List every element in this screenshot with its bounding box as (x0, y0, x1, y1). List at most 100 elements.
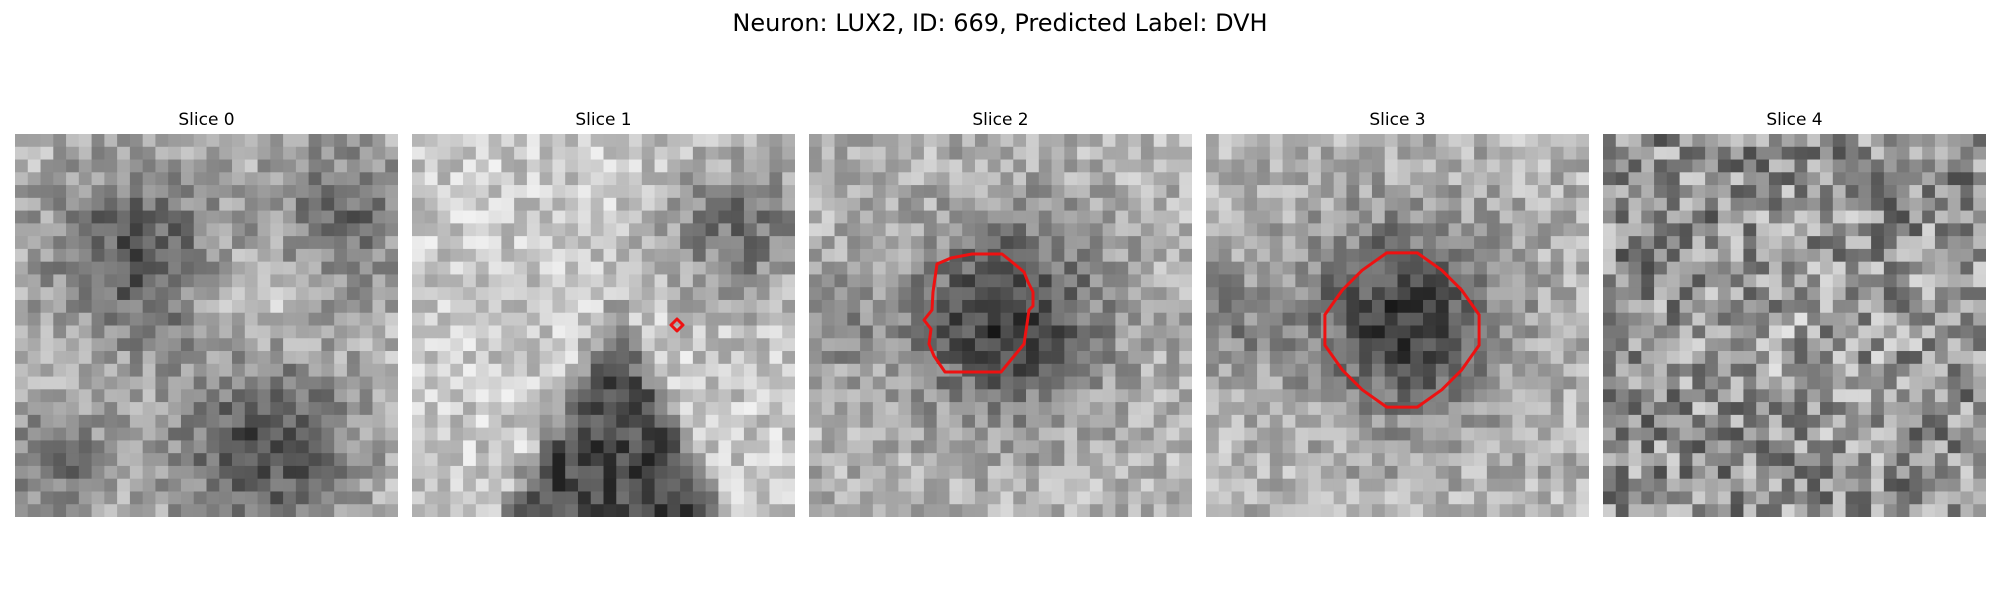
pixel-cell (1384, 299, 1398, 314)
pixel-cell (1153, 363, 1167, 377)
pixel-cell (782, 159, 795, 173)
pixel-cell (860, 159, 874, 173)
pixel-cell (295, 351, 310, 365)
pixel-cell (66, 299, 80, 314)
pixel-cell (1641, 440, 1655, 454)
pixel-cell (1947, 402, 1961, 416)
pixel-cell (1934, 146, 1949, 160)
pixel-cell (66, 325, 80, 339)
pixel-cell (860, 389, 874, 403)
pixel-cell (1486, 478, 1501, 492)
pixel-cell (898, 465, 912, 480)
pixel-cell (603, 248, 617, 263)
pixel-cell (1308, 504, 1322, 517)
pixel-cell (743, 389, 758, 403)
pixel-cell (692, 236, 707, 250)
pixel-cell (1423, 236, 1437, 250)
pixel-cell (526, 376, 541, 390)
pixel-cell (1435, 440, 1449, 454)
pixel-cell (923, 185, 938, 199)
pixel-cell (782, 287, 795, 301)
pixel-cell (769, 504, 783, 517)
pixel-cell (577, 197, 592, 211)
pixel-cell (1756, 274, 1770, 288)
pixel-cell (1295, 402, 1309, 416)
pixel-cell (821, 478, 835, 492)
pixel-cell (257, 376, 271, 390)
pixel-cell (1026, 478, 1040, 492)
pixel-cell (526, 325, 541, 339)
pixel-cell (53, 402, 67, 416)
pixel-cell (743, 351, 758, 365)
pixel-cell (1512, 248, 1526, 263)
pixel-cell (359, 363, 373, 377)
pixel-cell (743, 338, 758, 352)
pixel-cell (206, 261, 220, 275)
pixel-cell (1896, 325, 1910, 339)
pixel-cell (1525, 261, 1539, 275)
pixel-cell (526, 402, 541, 416)
pixel-cell (565, 134, 579, 148)
pixel-cell (1333, 376, 1347, 390)
pixel-cell (1461, 504, 1475, 517)
pixel-cell (1435, 414, 1449, 429)
pixel-cell (142, 146, 156, 160)
pixel-cell (257, 185, 271, 199)
pixel-cell (1359, 414, 1373, 429)
pixel-cell (692, 274, 707, 288)
pixel-cell (206, 351, 220, 365)
pixel-cell (1218, 287, 1232, 301)
pixel-cell (1435, 338, 1449, 352)
pixel-cell (1768, 491, 1783, 505)
pixel-cell (475, 287, 489, 301)
pixel-cell (1820, 402, 1834, 416)
pixel-cell (1768, 287, 1783, 301)
pixel-cell (1679, 325, 1693, 339)
pixel-cell (1166, 261, 1180, 275)
pixel-cell (552, 312, 566, 326)
pixel-cell (936, 312, 950, 326)
pixel-cell (1654, 427, 1668, 441)
pixel-cell (641, 185, 655, 199)
pixel-cell (1282, 185, 1296, 199)
pixel-cell (117, 453, 131, 467)
pixel-cell (1448, 223, 1462, 237)
pixel-cell (1858, 478, 1872, 492)
pixel-cell (463, 312, 477, 326)
pixel-cell (308, 427, 322, 441)
pixel-cell (1371, 414, 1386, 429)
pixel-cell (1218, 248, 1232, 263)
pixel-cell (654, 465, 668, 480)
pixel-cell (1756, 312, 1770, 326)
pixel-cell (1064, 351, 1078, 365)
pixel-cell (680, 134, 694, 148)
pixel-cell (1717, 389, 1732, 403)
pixel-cell (283, 453, 297, 467)
pixel-cell (232, 185, 246, 199)
pixel-cell (1499, 248, 1513, 263)
pixel-cell (1871, 261, 1885, 275)
pixel-cell (1692, 223, 1706, 237)
pixel-cell (1947, 248, 1961, 263)
pixel-cell (1435, 248, 1449, 263)
pixel-cell (1615, 325, 1629, 339)
pixel-cell (552, 338, 566, 352)
pixel-cell (590, 427, 604, 441)
pixel-cell (1051, 312, 1065, 326)
pixel-cell (936, 146, 950, 160)
pixel-cell (1295, 363, 1309, 377)
pixel-cell (1051, 402, 1065, 416)
pixel-cell (743, 223, 758, 237)
pixel-cell (629, 363, 643, 377)
pixel-cell (475, 491, 489, 505)
pixel-cell (1089, 504, 1104, 517)
pixel-cell (1563, 389, 1577, 403)
pixel-cell (1371, 478, 1386, 492)
pixel-cell (616, 427, 630, 441)
pixel-cell (1576, 478, 1589, 492)
pixel-cell (501, 172, 515, 186)
pixel-cell (1858, 236, 1872, 250)
pixel-cell (911, 172, 925, 186)
pixel-cell (667, 223, 681, 237)
pixel-cell (1628, 478, 1642, 492)
